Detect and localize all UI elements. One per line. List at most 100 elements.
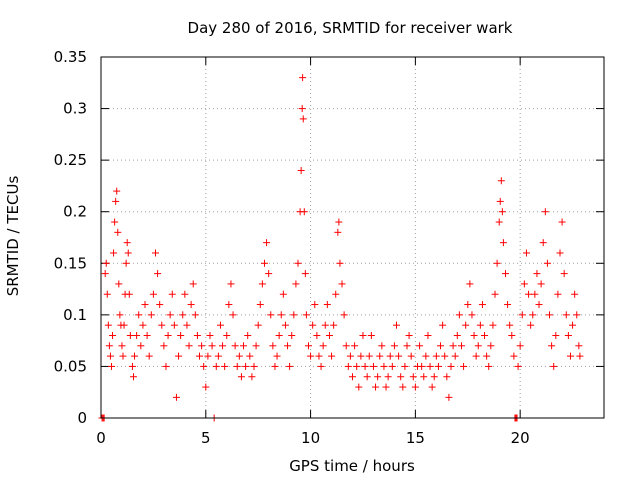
data-point [265,270,273,278]
data-point [451,352,459,360]
data-point [124,249,132,257]
data-point [275,331,283,339]
data-point [472,352,480,360]
data-point [104,321,112,329]
data-point [332,290,340,298]
data-point [162,362,170,370]
data-point [183,321,191,329]
data-point [109,331,117,339]
data-point [564,331,572,339]
data-point [420,373,428,381]
data-point [497,177,505,185]
data-point [453,331,461,339]
data-point [330,321,338,329]
y-tick-label: 0 [77,409,87,427]
data-points [98,74,584,422]
data-point [397,373,405,381]
data-point [158,321,166,329]
data-point [120,321,128,329]
data-point [107,362,115,370]
data-point [319,342,327,350]
y-tick-label: 0.35 [54,48,87,66]
data-point [428,383,436,391]
data-point [113,187,121,195]
data-point [537,280,545,288]
data-point [424,331,432,339]
data-point [470,331,478,339]
data-point [307,352,315,360]
data-point [328,352,336,360]
data-point [223,331,231,339]
data-point [229,311,237,319]
data-point [346,352,354,360]
data-point [535,301,543,309]
data-point [403,342,411,350]
data-point [516,342,524,350]
data-point [271,362,279,370]
data-point [323,301,331,309]
data-point [129,373,137,381]
data-point [539,239,547,247]
data-point [311,301,319,309]
data-point [566,352,574,360]
data-point [273,352,281,360]
data-point [367,331,375,339]
data-point [298,105,306,113]
data-point [118,342,126,350]
data-point [126,331,134,339]
data-point [164,331,172,339]
data-point [340,311,348,319]
data-point [216,321,224,329]
data-point [405,331,413,339]
data-point [468,311,476,319]
data-point [525,290,533,298]
data-point [191,311,199,319]
data-point [508,331,516,339]
data-point [359,331,367,339]
data-point [301,270,309,278]
data-point [111,218,119,226]
data-point [225,301,233,309]
data-point [487,342,495,350]
data-point [496,197,504,205]
data-point [170,321,178,329]
data-point [206,331,214,339]
data-point [212,362,220,370]
data-point [576,352,584,360]
data-point [571,290,579,298]
data-point [573,311,581,319]
data-point [214,352,222,360]
data-point [386,352,394,360]
data-point [105,342,113,350]
data-point [269,342,277,350]
data-point [338,280,346,288]
data-point [115,280,123,288]
data-point [447,362,455,370]
data-point [145,352,153,360]
y-tick-label: 0.2 [63,203,87,221]
x-axis-label: GPS time / hours [289,457,415,475]
data-point [478,301,486,309]
data-point [441,352,449,360]
data-point [277,311,285,319]
data-point [110,249,118,257]
data-point [416,342,424,350]
data-point [175,352,183,360]
data-point [103,290,111,298]
data-point [506,321,514,329]
data-point [336,259,344,267]
data-point [189,280,197,288]
data-point [464,301,472,309]
data-point [369,362,377,370]
data-point [258,280,266,288]
data-point [499,239,507,247]
data-point [219,342,227,350]
data-point [200,362,208,370]
data-point [349,373,356,381]
data-point [466,280,474,288]
x-tick-label: 0 [96,429,106,447]
data-point [116,311,124,319]
data-point [374,373,382,381]
x-tick-label: 10 [301,429,320,447]
